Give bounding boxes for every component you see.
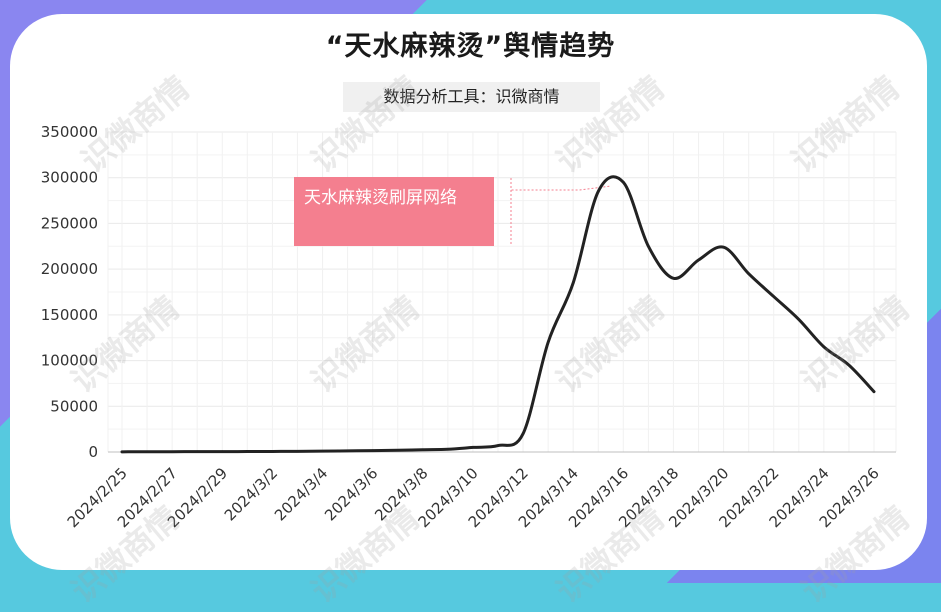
data-point	[170, 450, 174, 453]
data-point	[722, 246, 725, 249]
chart-subtitle: 数据分析工具：识微商情	[343, 82, 600, 112]
y-tick-label: 300000	[41, 169, 98, 187]
data-point	[120, 450, 124, 454]
data-point	[647, 245, 650, 248]
data-point	[772, 295, 775, 298]
x-tick-label: 2024/3/4	[271, 464, 331, 524]
annotation-leader-line	[511, 185, 610, 191]
data-point	[822, 345, 826, 349]
data-point	[622, 181, 625, 184]
y-tick-label: 350000	[41, 123, 98, 141]
x-tick-labels: 2024/2/252024/2/272024/2/292024/3/22024/…	[64, 464, 883, 531]
y-tick-label: 50000	[50, 397, 98, 415]
data-point	[321, 449, 324, 453]
data-point	[221, 450, 224, 453]
data-point	[672, 277, 675, 280]
series-layer	[120, 175, 876, 454]
y-tick-label: 100000	[41, 352, 98, 370]
data-point	[872, 390, 876, 393]
data-point	[271, 450, 274, 453]
data-point	[446, 448, 450, 451]
data-point	[346, 449, 349, 453]
chart-title: “天水麻辣烫”舆情趋势	[325, 31, 616, 62]
y-tick-label: 250000	[41, 214, 98, 232]
data-point	[396, 449, 399, 452]
y-tick-label: 200000	[41, 260, 98, 278]
data-point	[296, 450, 299, 453]
annotation-leader	[510, 178, 610, 246]
data-point	[597, 190, 600, 193]
data-point	[797, 318, 800, 321]
data-point	[747, 272, 750, 275]
data-point	[847, 363, 851, 367]
data-point	[521, 432, 525, 435]
x-tick-label: 2024/3/2	[221, 464, 281, 524]
data-point	[471, 446, 475, 449]
data-point	[371, 449, 374, 452]
data-point	[546, 341, 550, 344]
data-point	[145, 450, 149, 453]
data-point	[496, 444, 500, 447]
y-tick-labels: 0 50000 100000 150000 200000 250000 300000 3500…	[41, 123, 98, 461]
y-tick-label: 0	[88, 443, 98, 461]
data-point	[697, 258, 700, 262]
grid-lines	[107, 131, 897, 453]
data-point	[421, 448, 424, 451]
y-tick-label: 150000	[41, 306, 98, 324]
line-chart: 0 50000 100000 150000 200000 250000 300000 3500…	[41, 123, 897, 531]
data-point	[572, 281, 575, 285]
data-point	[196, 450, 199, 453]
annotation-label: 天水麻辣烫刷屏网络	[294, 177, 494, 246]
data-point	[246, 450, 249, 453]
x-tick-label: 2024/3/6	[321, 464, 381, 524]
